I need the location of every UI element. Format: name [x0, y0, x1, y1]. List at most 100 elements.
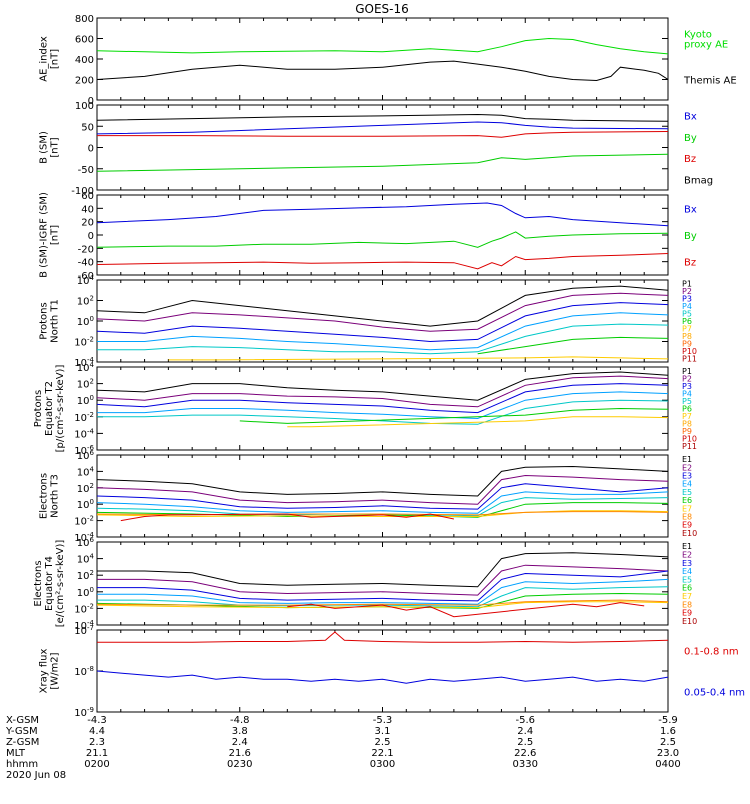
series-line-e4	[97, 578, 668, 605]
series-line-p4	[97, 312, 668, 351]
legend-entry-p7: P7	[682, 412, 692, 421]
legend-entry-e8: E8	[682, 600, 692, 609]
series-line-e9	[287, 602, 645, 618]
legend-entry-p1: P1	[682, 280, 692, 289]
legend-entry-p8: P8	[682, 332, 692, 341]
legend-entry: Bmag	[684, 175, 713, 186]
y-tick-label: 102	[77, 295, 94, 308]
y-tick-label: 600	[75, 35, 94, 46]
y-tick-label: 100	[77, 394, 94, 407]
series-line-e1	[97, 465, 668, 497]
series-line-0-1-0-8-nm	[97, 631, 668, 643]
y-tick-label: 10-8	[74, 665, 94, 678]
ephemeris-value: 2.4	[232, 737, 248, 748]
y-axis-label: Electrons	[33, 560, 44, 606]
y-axis-label: Electrons	[39, 473, 50, 519]
series-line-p1	[97, 371, 668, 401]
series-line-p2	[97, 292, 668, 332]
legend-entry-e2: E2	[682, 550, 692, 559]
y-axis-label: North T1	[50, 299, 61, 343]
legend-entry-e5: E5	[682, 575, 692, 584]
series-line-p7	[168, 356, 668, 361]
ephemeris-value: 2.5	[517, 737, 533, 748]
y-tick-label: 0	[88, 144, 94, 155]
y-axis-label: [nT]	[50, 225, 61, 245]
legend-entry-e1: E1	[682, 542, 692, 551]
y-axis-label: B (SM)	[39, 131, 50, 164]
series-line-p4	[97, 391, 668, 420]
series-line-e1	[97, 552, 668, 588]
ephemeris-value: 2.3	[89, 737, 105, 748]
ephemeris-value: -4.8	[230, 715, 250, 726]
ephemeris-value: 2.5	[660, 737, 676, 748]
legend-entry-e1: E1	[682, 455, 692, 464]
legend-entry-p2: P2	[682, 287, 692, 296]
series-line-p3	[97, 383, 668, 414]
ephemeris-value: -5.3	[373, 715, 393, 726]
series-line-p2	[97, 375, 668, 408]
legend-entry: Themis AE	[683, 76, 737, 87]
ephemeris-value: -5.9	[658, 715, 678, 726]
ephemeris-row-label: MLT	[6, 748, 26, 759]
y-tick-label: 200	[75, 76, 94, 87]
ephemeris-row-label: Z-GSM	[6, 737, 39, 748]
legend-entry: Kyoto	[684, 30, 712, 41]
y-axis-label: Xray flux	[39, 649, 50, 694]
legend-entry-e3: E3	[682, 559, 692, 568]
series-line-p3	[97, 302, 668, 343]
ephemeris-value: 4.4	[89, 726, 105, 737]
y-axis-label: B (SM)-IGRF (SM)	[39, 192, 50, 278]
series-line-e2	[97, 564, 668, 596]
series-line-by	[97, 153, 668, 172]
ephemeris-value: 2.5	[375, 737, 391, 748]
panel-1-frame	[96, 17, 669, 101]
y-axis-label: AE_index	[39, 36, 50, 82]
legend-entry-p3: P3	[682, 382, 692, 391]
series-line-by	[97, 231, 668, 248]
y-tick-label: -40	[78, 258, 94, 269]
legend-entry-e2: E2	[682, 463, 692, 472]
ephemeris-value: 0200	[84, 759, 109, 770]
series-line-p6	[477, 336, 668, 355]
y-tick-label: 800	[75, 14, 94, 25]
series-line-0-05-0-4-nm	[97, 670, 668, 684]
legend-entry-p6: P6	[682, 317, 692, 326]
legend-entry-p3: P3	[682, 295, 692, 304]
ephemeris-value: 3.1	[375, 726, 391, 737]
y-tick-label: 104	[77, 553, 95, 566]
series-line-p7	[287, 416, 668, 428]
legend-entry-p4: P4	[682, 389, 692, 398]
legend-entry-p5: P5	[682, 397, 692, 406]
ephemeris-row-label: Y-GSM	[5, 726, 38, 737]
legend-entry: Bz	[684, 258, 696, 269]
legend-entry-p10: P10	[682, 347, 697, 356]
legend-entry-p5: P5	[682, 310, 692, 319]
series-line-bx	[97, 121, 668, 135]
y-tick-label: -100	[71, 186, 94, 197]
legend-entry: Bx	[684, 204, 697, 215]
chart-title: GOES-16	[355, 2, 409, 16]
legend-entry-e10: E10	[682, 529, 697, 538]
y-tick-label: 106	[77, 536, 95, 549]
y-tick-label: -50	[78, 165, 94, 176]
legend-entry-p4: P4	[682, 302, 692, 311]
y-axis-label: [nT]	[50, 49, 61, 69]
legend-entry: 0.05-0.4 nm	[684, 688, 745, 699]
legend-entry-p1: P1	[682, 367, 692, 376]
ephemeris-value: -4.3	[87, 715, 107, 726]
y-tick-label: 10-7	[74, 624, 94, 637]
legend-entry: 0.1-0.8 nm	[684, 647, 739, 658]
y-tick-label: 10-2	[74, 515, 94, 528]
series-line-bx	[97, 202, 668, 227]
legend-entry-e7: E7	[682, 504, 692, 513]
y-tick-label: 10-2	[74, 602, 94, 615]
y-tick-label: 0	[88, 231, 94, 242]
legend-entry-p11: P11	[682, 442, 697, 451]
legend-entry-p7: P7	[682, 324, 692, 333]
legend-entry-p9: P9	[682, 339, 692, 348]
ephemeris-value: 2.4	[517, 726, 533, 737]
panel-5-frame	[96, 366, 669, 451]
ephemeris-value: 0400	[655, 759, 680, 770]
series-line-e7	[97, 601, 668, 609]
